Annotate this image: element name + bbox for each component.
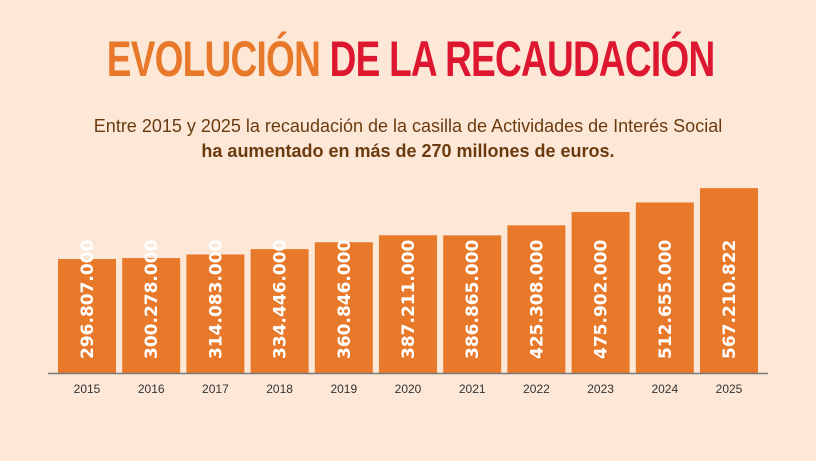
x-tick-label: 2024 [651,382,678,396]
chart-title: EVOLUCIÓN DE LA RECAUDACIÓN [0,30,816,88]
x-tick-label: 2018 [266,382,293,396]
x-tick-label: 2022 [523,382,550,396]
x-tick-label: 2017 [202,382,229,396]
bar-2017 [186,254,245,373]
data-label: 425.308.000 [527,239,547,359]
bar-2016 [122,258,181,373]
bar-2019 [314,242,373,373]
data-label: 567.210.822 [720,240,740,359]
bar-2015 [58,258,116,373]
bar-2018 [250,249,309,373]
x-tick-label: 2021 [459,382,486,396]
bar-2021 [443,235,502,373]
data-label: 475.902.000 [592,239,612,359]
data-label: 387.211.000 [399,239,419,359]
x-tick-label: 2025 [716,382,743,396]
x-tick-label: 2020 [395,382,422,396]
data-label: 512.655.000 [656,239,676,359]
subtitle-line-2: ha aumentado en más de 270 millones de e… [201,141,615,161]
bar-2020 [379,235,437,373]
subtitle-line-1: Entre 2015 y 2025 la recaudación de la c… [93,116,723,136]
title-part-1: EVOLUCIÓN [106,31,321,87]
data-label: 360.846.000 [335,239,355,359]
x-tick-label: 2016 [138,382,165,396]
data-label: 314.083.000 [206,239,226,359]
data-label: 334.446.000 [271,239,291,359]
data-label: 386.865.000 [463,239,483,359]
x-tick-label: 2019 [330,382,357,396]
bar-2023 [571,212,630,373]
x-tick-label: 2023 [587,382,614,396]
bar-2024 [635,202,694,373]
data-label: 296.807.000 [78,239,98,359]
x-tick-label: 2015 [74,382,101,396]
title-part-2: DE LA RECAUDACIÓN [329,31,716,87]
bar-2022 [507,225,566,373]
data-label: 300.278.000 [142,239,162,359]
bar-2025 [700,188,758,373]
